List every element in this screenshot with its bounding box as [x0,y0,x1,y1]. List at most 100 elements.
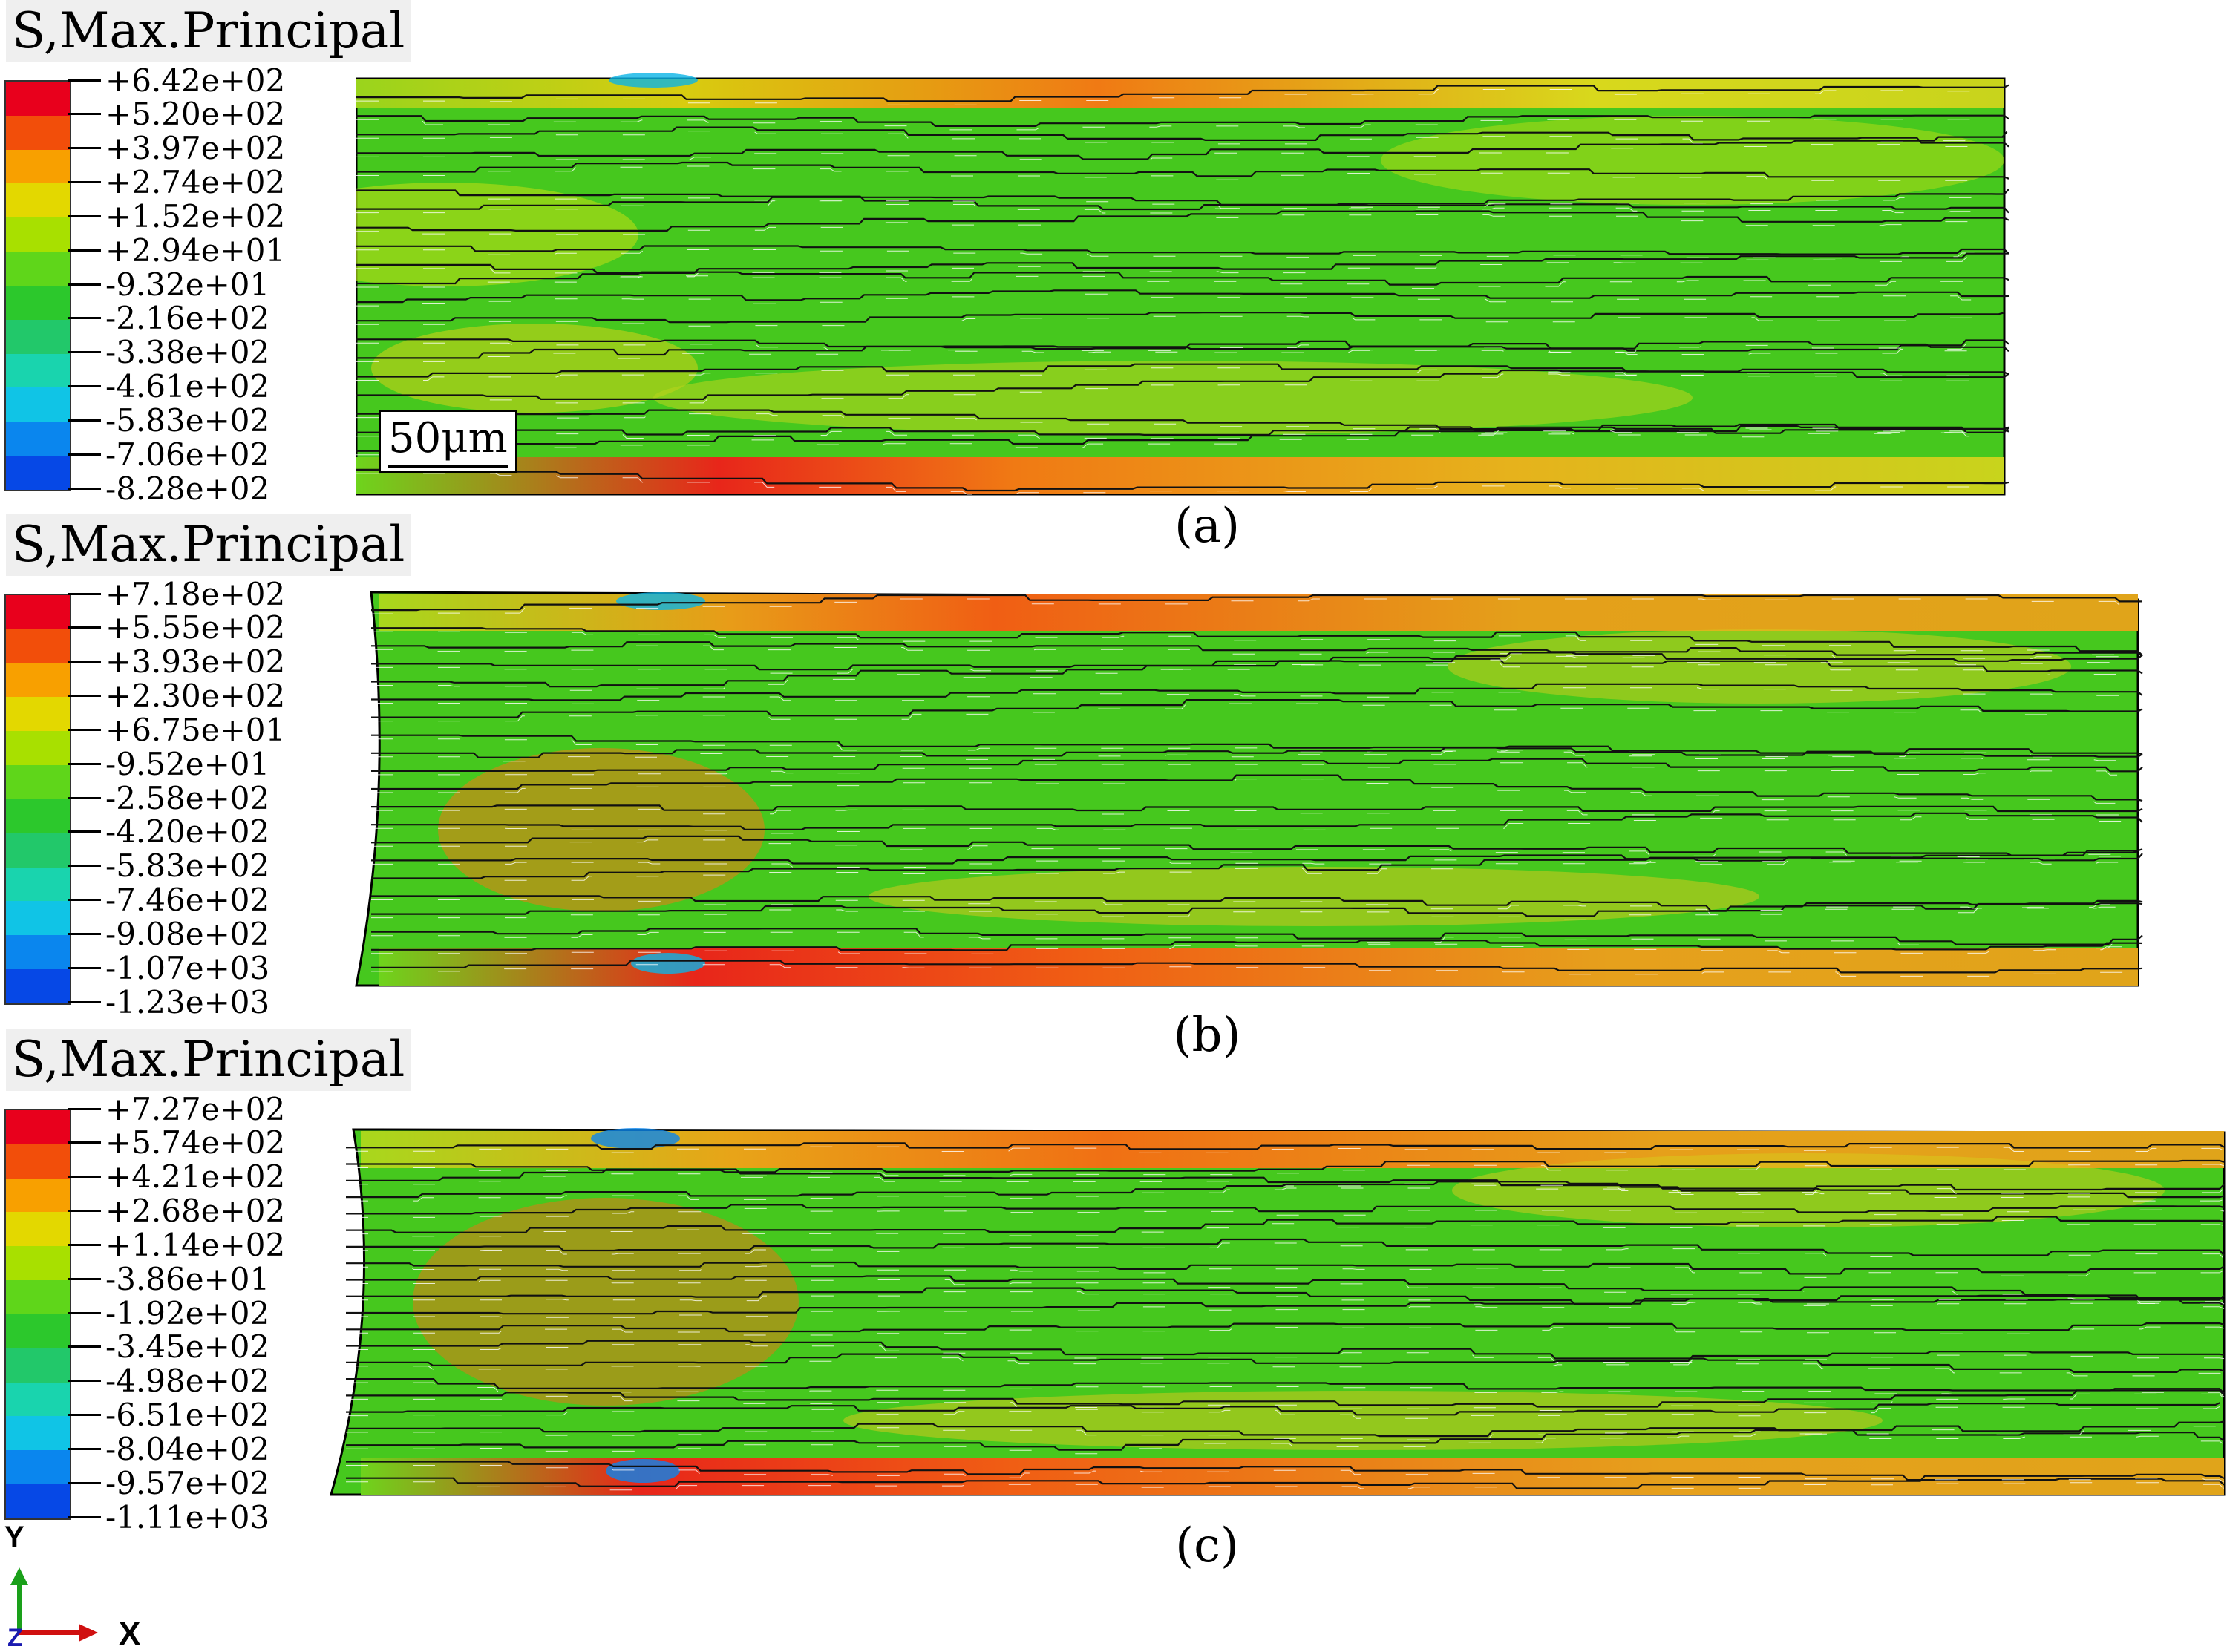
legend-value: -4.98e+02 [68,1363,270,1400]
layer-highlight [371,762,2143,776]
layer-highlight [346,1265,2225,1278]
legend-swatch [6,697,70,732]
legend-value-text: -9.08e+02 [105,915,270,952]
legend-value: +3.97e+02 [68,130,286,167]
legend-value: -3.38e+02 [68,334,269,370]
layer-boundary [356,312,2004,324]
legend-tick [68,1447,101,1450]
triad-x-label: X [119,1616,140,1652]
layer-highlight [371,661,2143,678]
legend-value-text: -7.06e+02 [105,436,270,473]
coordinate-triad: Y Z X [4,1521,140,1652]
legend-tick [68,762,101,765]
layer-highlight [371,751,2143,762]
legend-value: +1.52e+02 [68,197,286,235]
legend-swatch [6,353,70,388]
layer-boundary [356,338,2009,352]
layer-highlight [371,816,2143,834]
legend-tick [68,249,101,252]
layer-highlight [356,135,2007,163]
legend-value-text: +6.75e+01 [105,711,286,748]
legend-tick [68,419,101,422]
legend-swatch [6,731,70,766]
legend-value: -5.83e+02 [68,848,269,884]
legend-swatch [6,1450,70,1485]
layer-boundary [356,210,2009,232]
legend-tick [68,1243,101,1246]
legend-value-text: -1.07e+03 [105,949,270,986]
legend-value: -1.23e+03 [68,984,269,1020]
legend-tick [68,1380,101,1383]
layer-highlight [356,275,2009,289]
legend-tick [68,695,101,697]
caption-c: (c) [1175,1518,1239,1573]
legend-value: +2.30e+02 [68,678,285,714]
stress-contour-plot [356,73,2009,496]
legend-value: -1.92e+02 [68,1294,270,1331]
scale-bar-line [388,465,508,468]
layer-boundary [371,940,2143,951]
layer-highlight [346,1354,2225,1370]
legend-value: +5.55e+02 [68,609,285,646]
legend-value: -2.58e+02 [68,780,269,816]
layer-boundary [346,1204,2225,1215]
legend-value: -6.51e+02 [68,1397,269,1433]
legend-title: S,Max.Principal [6,514,411,576]
layer-highlight [356,257,2009,278]
legend-swatch [6,1144,70,1179]
layer-boundary [346,1351,2225,1366]
legend-tick [68,1345,101,1348]
legend-value: -3.45e+02 [68,1328,269,1365]
layer-highlight [356,373,2009,404]
legend-value-text: -4.61e+02 [105,368,270,404]
layer-boundary [371,902,2143,917]
layer-boundary [371,758,2143,773]
legend-value-text: -1.92e+02 [105,1294,270,1331]
layer-highlight [371,899,2143,915]
layer-highlight [356,192,2009,214]
layer-highlight [356,88,2009,105]
layer-highlight [346,1344,2225,1377]
layer-boundary [356,271,2009,286]
legend-tick [68,214,101,217]
legend-swatch [6,387,70,422]
layer-boundary [356,161,2009,180]
panel-a: S,Max.Principal +6.42e+02 +5.20e+02 +3.97e… [0,0,2227,554]
legend-value-text: +5.74e+02 [105,1124,286,1161]
layer-highlight [356,315,2004,327]
legend-value: +3.93e+02 [68,643,285,680]
legend-value-text: +1.52e+02 [105,197,286,235]
legend-value: -1.07e+03 [68,949,270,986]
legend-swatch [6,1212,70,1247]
legend-swatch [6,115,70,150]
legend-tick [68,317,101,320]
legend-swatch [6,867,70,902]
legend-value-text: +4.21e+02 [105,1158,286,1196]
legend-value: -4.61e+02 [68,368,270,404]
layer-boundary [346,1473,2225,1489]
legend-value-text: +5.20e+02 [105,96,286,133]
layer-boundary [346,1181,2225,1199]
layer-boundary [356,84,2009,102]
legend-value: -5.83e+02 [68,402,269,439]
legend-value-text: +2.74e+02 [105,164,286,200]
stress-contour-plot [330,1128,2226,1496]
legend-swatch [6,285,70,320]
layer-highlight [356,194,2009,217]
legend-value: -1.11e+03 [68,1499,269,1535]
layer-highlight [371,906,2143,920]
legend-tick [68,796,101,799]
legend-color-bar [4,594,71,1005]
legend-value-text: +3.97e+02 [105,130,286,167]
legend-swatch [6,1484,70,1518]
legend-value: +7.18e+02 [68,576,285,612]
legend-swatch [6,1382,70,1417]
layer-highlight [346,1406,2220,1419]
layer-boundary [371,774,2143,802]
legend-tick [68,453,101,456]
layer-boundary [356,289,2009,304]
legend-value-text: -8.04e+02 [105,1430,270,1467]
legend-value-text: -4.98e+02 [105,1363,270,1400]
legend-tick [68,626,101,629]
layer-boundary [346,1216,2225,1233]
